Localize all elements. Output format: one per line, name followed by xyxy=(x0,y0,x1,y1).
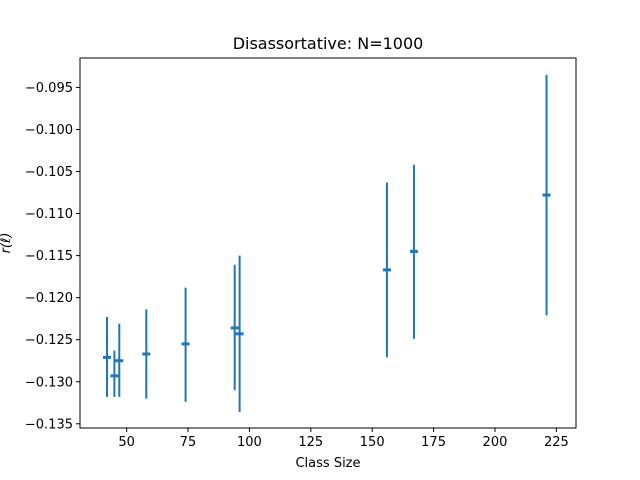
x-tick-label: 125 xyxy=(298,435,323,450)
plot-frame xyxy=(79,57,577,429)
y-axis-label: r(ℓ) xyxy=(0,233,14,254)
y-tick-label: −0.100 xyxy=(25,123,73,138)
y-tick-label: −0.125 xyxy=(25,333,73,348)
plot-marks xyxy=(103,74,551,413)
x-tick-label: 200 xyxy=(483,435,508,450)
x-tick-label: 50 xyxy=(118,435,135,450)
chart-title: Disassortative: N=1000 xyxy=(233,34,424,53)
x-tick-label: 150 xyxy=(360,435,385,450)
y-tick-label: −0.095 xyxy=(25,81,73,96)
x-tick-label: 225 xyxy=(544,435,569,450)
y-tick-label: −0.120 xyxy=(25,291,73,306)
y-tick-label: −0.105 xyxy=(25,165,73,180)
x-tick-label: 175 xyxy=(421,435,446,450)
x-tick-label: 100 xyxy=(237,435,262,450)
y-tick-label: −0.135 xyxy=(25,417,73,432)
x-axis-label: Class Size xyxy=(295,456,360,471)
y-tick-label: −0.110 xyxy=(25,207,73,222)
y-tick-label: −0.130 xyxy=(25,375,73,390)
y-axis-ticks: −0.135 −0.130 −0.125 −0.120 −0.115 −0.110 −0.1… xyxy=(25,81,80,432)
x-axis-ticks: 50 75 100 125 150 175 200 225 xyxy=(118,428,569,450)
x-tick-label: 75 xyxy=(180,435,197,450)
y-tick-label: −0.115 xyxy=(25,249,73,264)
